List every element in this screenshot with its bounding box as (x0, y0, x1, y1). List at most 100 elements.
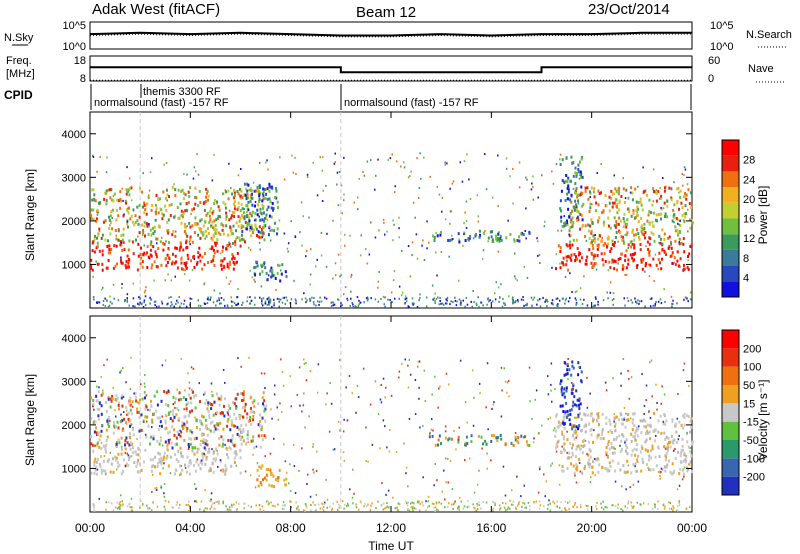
velocity-echo-cell (517, 441, 520, 445)
velocity-ground-cell (119, 505, 121, 508)
power-echo-cell (579, 212, 582, 216)
power-echo-cell (263, 262, 266, 266)
power-scatter-cell (265, 279, 268, 282)
velocity-echo-cell (190, 437, 193, 441)
power-ground-cell (594, 304, 596, 307)
velocity-scatter-cell (179, 429, 181, 432)
power-echo-cell (254, 225, 257, 229)
velocity-scatter-cell (163, 482, 166, 485)
power-echo-cell (239, 239, 242, 242)
power-echo-cell (664, 186, 666, 190)
power-echo-cell (674, 239, 677, 243)
velocity-echo-cell (637, 427, 640, 431)
velocity-echo-cell (624, 425, 627, 429)
power-scatter-cell (295, 173, 297, 175)
power-scatter-cell (589, 196, 591, 198)
power-echo-cell (575, 174, 578, 178)
velocity-echo-cell (199, 443, 202, 447)
velocity-echo-cell (121, 394, 124, 398)
velocity-echo-cell (578, 457, 581, 461)
power-echo-cell (91, 268, 94, 272)
velocity-ground-cell (433, 502, 435, 505)
velocity-echo-cell (216, 452, 219, 456)
power-echo-cell (194, 202, 197, 206)
power-scatter-cell (320, 231, 323, 234)
power-ground-cell (142, 306, 145, 308)
power-ground-cell (354, 305, 356, 308)
power-echo-cell (117, 214, 120, 218)
power-echo-cell (223, 264, 226, 268)
velocity-echo-cell (156, 416, 159, 420)
velocity-ground-cell (418, 509, 421, 512)
cpid-marker-text: themis 3300 RF (143, 86, 221, 98)
velocity-colorbar-segment (722, 403, 739, 422)
velocity-echo-cell (560, 379, 563, 383)
velocity-ground-cell (343, 503, 346, 506)
velocity-echo-cell (619, 468, 622, 472)
power-scatter-cell (400, 294, 403, 297)
velocity-echo-cell (571, 451, 574, 455)
power-ground-cell (305, 301, 307, 304)
velocity-echo-cell (212, 470, 215, 474)
velocity-echo-cell (110, 462, 113, 466)
power-echo-cell (215, 218, 218, 222)
power-colorbar-tick: 12 (743, 233, 755, 245)
velocity-echo-cell (114, 455, 116, 459)
velocity-scatter-cell (625, 488, 627, 491)
xtick-label: 16:00 (476, 521, 506, 535)
power-echo-cell (227, 197, 230, 201)
velocity-echo-cell (686, 469, 689, 473)
power-echo-cell (615, 220, 618, 224)
power-echo-cell (180, 221, 183, 225)
power-scatter-cell (370, 221, 372, 224)
power-echo-cell (121, 238, 124, 242)
velocity-echo-cell (671, 462, 674, 466)
velocity-ground-cell (410, 506, 412, 509)
velocity-scatter-cell (385, 386, 387, 389)
power-echo-cell (121, 261, 124, 265)
power-echo-cell (142, 229, 145, 233)
power-ground-cell (624, 304, 626, 307)
power-scatter-cell (339, 275, 341, 278)
power-echo-cell (613, 241, 616, 244)
velocity-echo-cell (565, 386, 568, 390)
velocity-scatter-cell (271, 417, 273, 420)
velocity-scatter-cell (169, 472, 172, 475)
velocity-echo-cell (573, 471, 576, 475)
power-scatter-cell (382, 218, 385, 221)
velocity-ground-cell (383, 502, 385, 505)
power-scatter-cell (165, 162, 168, 164)
velocity-scatter-cell (155, 486, 158, 489)
power-echo-cell (276, 227, 279, 231)
power-ground-cell (689, 298, 692, 301)
power-echo-cell (208, 214, 211, 218)
velocity-echo-cell (253, 404, 256, 408)
velocity-echo-cell (682, 472, 685, 476)
power-ground-cell (113, 297, 115, 300)
power-echo-cell (262, 197, 265, 201)
velocity-echo-cell (228, 446, 231, 449)
power-echo-cell (602, 209, 605, 213)
velocity-echo-cell (646, 423, 649, 427)
power-ground-cell (502, 297, 504, 300)
power-scatter-cell (234, 205, 236, 208)
power-echo-cell (170, 203, 173, 207)
power-ground-cell (149, 302, 151, 305)
power-echo-cell (140, 246, 142, 250)
velocity-echo-cell (588, 447, 591, 451)
power-echo-cell (251, 231, 254, 235)
power-scatter-cell (409, 275, 412, 278)
velocity-echo-cell (156, 403, 159, 407)
velocity-scatter-cell (437, 406, 439, 409)
velocity-echo-cell (563, 391, 566, 395)
power-echo-cell (463, 231, 466, 235)
power-echo-cell (165, 196, 167, 200)
velocity-ground-cell (396, 509, 399, 511)
power-echo-cell (202, 232, 205, 236)
power-scatter-cell (175, 230, 177, 233)
velocity-echo-cell (227, 404, 230, 408)
power-echo-cell (100, 236, 103, 240)
power-ground-cell (134, 305, 136, 308)
velocity-echo-cell (598, 433, 601, 437)
power-scatter-cell (303, 292, 305, 295)
